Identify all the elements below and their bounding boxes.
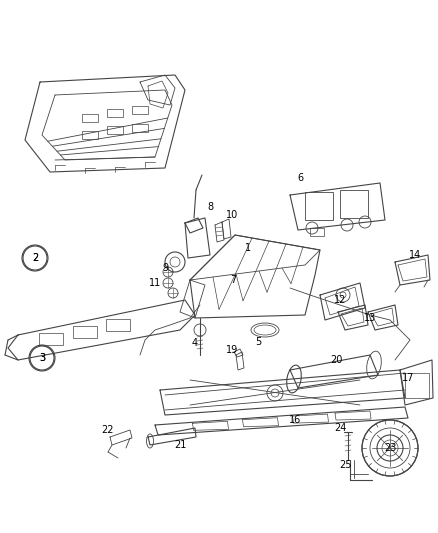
- Text: 8: 8: [207, 202, 213, 212]
- Bar: [106, 319, 130, 331]
- Text: 7: 7: [230, 275, 236, 285]
- Bar: [405, 373, 429, 398]
- Text: 9: 9: [162, 263, 168, 273]
- Text: 22: 22: [102, 425, 114, 435]
- Bar: [305, 192, 333, 220]
- Bar: [107, 109, 123, 117]
- Bar: [82, 131, 98, 139]
- Bar: [107, 126, 123, 134]
- Text: 16: 16: [289, 415, 301, 425]
- Text: 2: 2: [32, 253, 38, 263]
- Text: 25: 25: [339, 460, 351, 470]
- Text: 5: 5: [255, 337, 261, 347]
- Bar: [73, 326, 97, 338]
- Text: 2: 2: [32, 253, 38, 263]
- Text: 17: 17: [402, 373, 414, 383]
- Text: 19: 19: [226, 345, 238, 355]
- Text: 14: 14: [409, 250, 421, 260]
- Text: 23: 23: [384, 443, 396, 453]
- Text: 13: 13: [364, 313, 376, 323]
- Bar: [340, 190, 368, 218]
- Text: 24: 24: [334, 423, 346, 433]
- Text: 12: 12: [334, 295, 346, 305]
- Bar: [82, 114, 98, 122]
- Bar: [310, 228, 324, 236]
- Text: 4: 4: [192, 338, 198, 348]
- Text: 1: 1: [245, 243, 251, 253]
- Bar: [132, 124, 148, 132]
- Text: 11: 11: [149, 278, 161, 288]
- Text: 6: 6: [297, 173, 303, 183]
- Text: 3: 3: [39, 353, 45, 363]
- Bar: [132, 106, 148, 114]
- Text: 10: 10: [226, 210, 238, 220]
- Text: 21: 21: [174, 440, 186, 450]
- Text: 3: 3: [39, 353, 45, 363]
- Text: 20: 20: [330, 355, 342, 365]
- Bar: [39, 333, 64, 345]
